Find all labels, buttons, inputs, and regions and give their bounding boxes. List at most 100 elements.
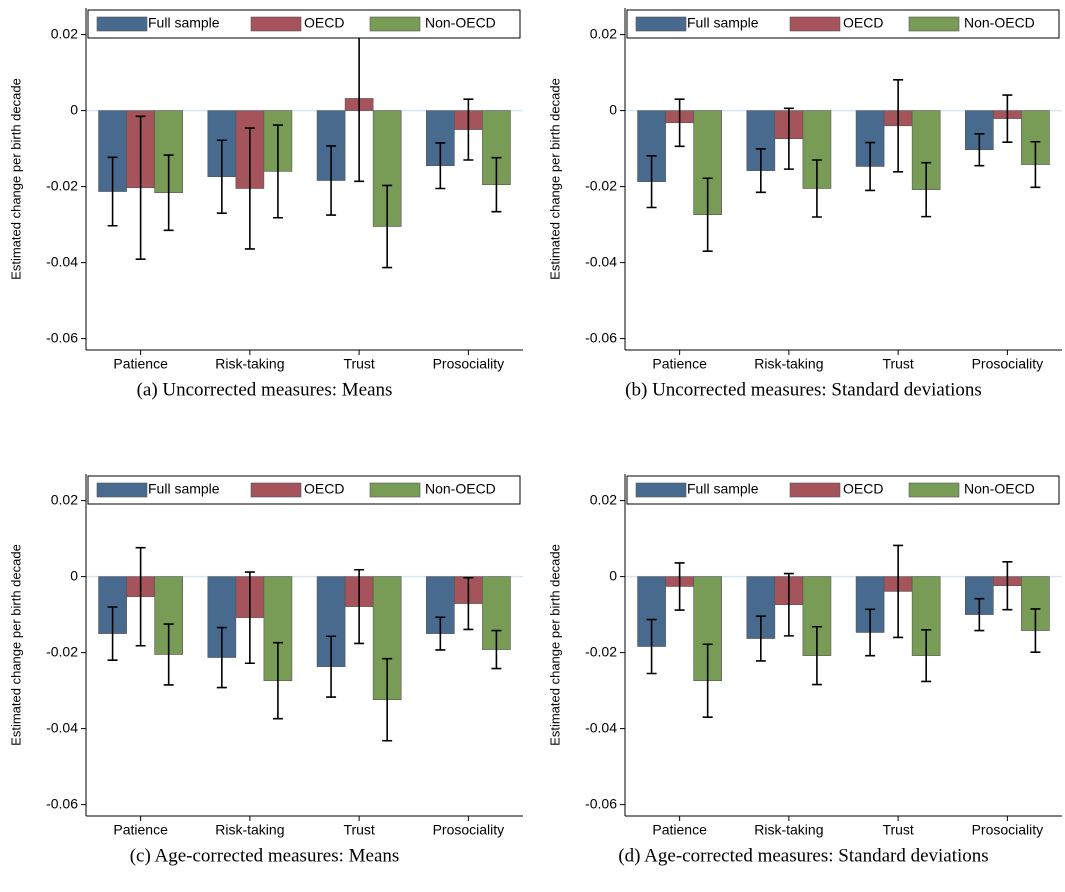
panel: Estimated change per birth decade 0.02 0 -0… <box>8 474 523 866</box>
error-bar <box>491 156 502 213</box>
legend-label: OECD <box>843 15 883 31</box>
y-tick-label: -0.06 <box>46 329 78 345</box>
y-tick-label: 0 <box>70 101 78 117</box>
error-bar <box>382 657 393 742</box>
panel: Estimated change per birth decade 0.02 0 -0… <box>547 8 1062 400</box>
error-bar <box>107 156 118 227</box>
x-tick-label: Risk-taking <box>215 822 284 838</box>
error-bar <box>354 568 365 645</box>
error-bar <box>921 629 932 683</box>
error-bar <box>1002 560 1013 611</box>
y-axis-label: Estimated change per birth decade <box>8 544 23 746</box>
error-bar <box>974 597 985 632</box>
error-bar <box>811 159 822 218</box>
legend-box <box>87 9 521 39</box>
error-bar <box>435 142 446 190</box>
error-bar <box>1030 140 1041 189</box>
x-tick-label: Risk-taking <box>754 822 823 838</box>
caption: (d) Age-corrected measures: Standard dev… <box>618 845 988 866</box>
x-tick-label: Patience <box>652 822 707 838</box>
y-tick-label: 0.02 <box>590 491 617 507</box>
y-tick-label: -0.02 <box>46 177 78 193</box>
error-bar <box>646 618 657 675</box>
y-tick-label: -0.04 <box>46 253 78 269</box>
x-tick-label: Risk-taking <box>754 356 823 372</box>
error-bar <box>435 616 446 651</box>
legend-box <box>626 9 1060 39</box>
legend-label: Full sample <box>687 15 759 31</box>
x-tick-label: Prosociality <box>972 822 1044 838</box>
error-bar <box>702 177 713 252</box>
error-bar <box>811 625 822 686</box>
y-tick-label: -0.06 <box>46 795 78 811</box>
x-tick-label: Patience <box>113 822 168 838</box>
legend-swatch <box>96 16 148 32</box>
error-bar <box>674 562 685 611</box>
error-bar <box>755 148 766 194</box>
error-bar <box>272 641 283 720</box>
error-bar <box>491 629 502 670</box>
legend-label: OECD <box>304 481 344 497</box>
legend-label: Non-OECD <box>964 15 1035 31</box>
error-bar <box>382 184 393 269</box>
error-bar <box>463 98 474 161</box>
error-bar <box>244 127 255 250</box>
caption: (b) Uncorrected measures: Standard devia… <box>625 379 982 400</box>
x-tick-label: Trust <box>343 356 374 372</box>
legend-label: Full sample <box>148 481 220 497</box>
error-bar <box>107 606 118 661</box>
error-bar <box>326 635 337 698</box>
legend-swatch <box>789 482 841 498</box>
legend-label: OECD <box>843 481 883 497</box>
caption: (a) Uncorrected measures: Means <box>137 379 393 400</box>
error-bar <box>893 544 904 639</box>
error-bar <box>893 79 904 173</box>
legend-swatch <box>250 16 302 32</box>
x-tick-label: Prosociality <box>972 356 1044 372</box>
error-bar <box>783 572 794 637</box>
error-bar <box>865 141 876 192</box>
panel: Estimated change per birth decade 0.02 0 -0… <box>547 474 1062 866</box>
error-bar <box>163 623 174 686</box>
y-tick-label: -0.04 <box>585 253 617 269</box>
x-tick-label: Patience <box>652 356 707 372</box>
error-bar <box>244 571 255 665</box>
x-tick-label: Prosociality <box>433 822 505 838</box>
error-bar <box>216 626 227 689</box>
y-tick-label: 0.02 <box>51 491 78 507</box>
y-tick-label: -0.04 <box>585 719 617 735</box>
legend-label: Non-OECD <box>964 481 1035 497</box>
y-tick-label: 0 <box>609 567 617 583</box>
legend-box <box>626 475 1060 505</box>
bar <box>855 576 885 633</box>
legend-swatch <box>635 16 687 32</box>
y-tick-label: 0 <box>609 101 617 117</box>
error-bar <box>974 132 985 167</box>
error-bar <box>135 115 146 260</box>
y-tick-label: -0.02 <box>585 177 617 193</box>
error-bar <box>865 608 876 657</box>
y-tick-label: 0.02 <box>590 25 617 41</box>
error-bar <box>755 615 766 662</box>
error-bar <box>1030 608 1041 654</box>
error-bar <box>921 161 932 218</box>
y-tick-label: -0.04 <box>46 719 78 735</box>
y-axis-label: Estimated change per birth decade <box>8 78 23 280</box>
legend-label: Full sample <box>148 15 220 31</box>
y-tick-label: -0.02 <box>585 643 617 659</box>
legend-label: Full sample <box>687 481 759 497</box>
caption: (c) Age-corrected measures: Means <box>130 845 400 866</box>
error-bar <box>702 643 713 718</box>
error-bar <box>463 576 474 631</box>
legend-swatch <box>369 482 421 498</box>
error-bar <box>135 546 146 647</box>
panel: Estimated change per birth decade 0.02 0 -0… <box>8 8 523 400</box>
y-tick-label: -0.06 <box>585 795 617 811</box>
y-tick-label: -0.06 <box>585 329 617 345</box>
x-tick-label: Prosociality <box>433 356 505 372</box>
x-tick-label: Trust <box>882 822 913 838</box>
error-bar <box>783 107 794 170</box>
legend-swatch <box>96 482 148 498</box>
error-bar <box>272 124 283 219</box>
